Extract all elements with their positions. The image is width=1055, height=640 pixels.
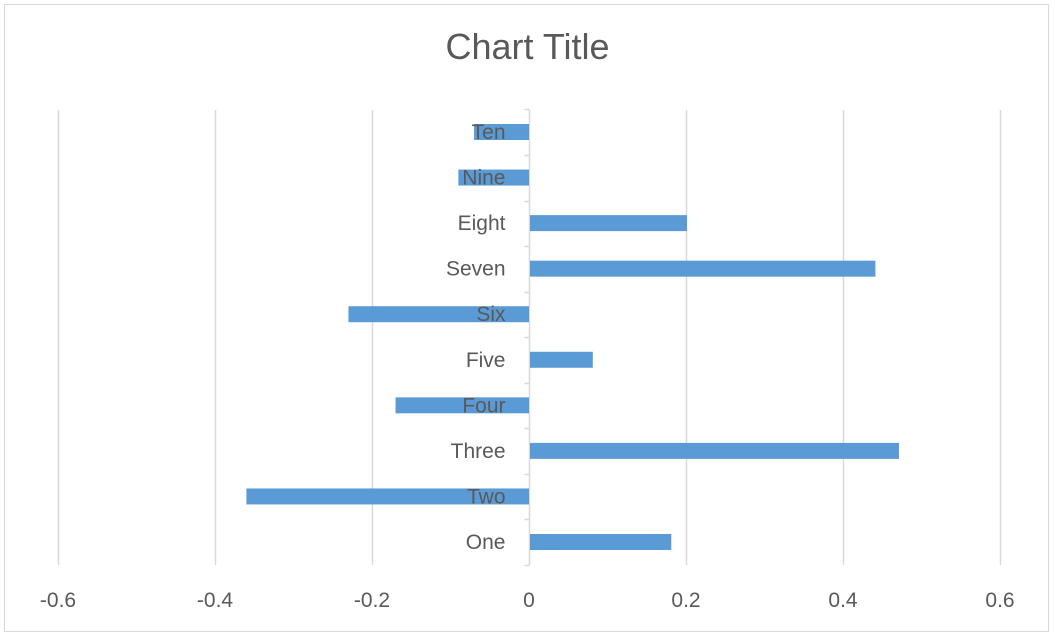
x-tick-label: 0.6 — [985, 589, 1014, 612]
x-tick-label: -0.6 — [40, 589, 76, 612]
bar-eight[interactable] — [530, 215, 687, 232]
category-label-five: Five — [466, 349, 506, 372]
x-tick-label: 0.4 — [828, 589, 858, 612]
category-label-one: One — [466, 531, 506, 554]
x-tick-label: -0.4 — [197, 589, 234, 612]
bar-six[interactable] — [348, 306, 529, 323]
x-tick-label: -0.2 — [354, 589, 390, 612]
x-tick-label: 0.2 — [671, 589, 700, 612]
category-label-two: Two — [467, 485, 506, 508]
category-label-six: Six — [476, 303, 506, 326]
bar-two[interactable] — [246, 488, 529, 505]
bar-seven[interactable] — [530, 260, 876, 277]
bar-three[interactable] — [530, 442, 899, 459]
chart-title[interactable]: Chart Title — [445, 26, 610, 67]
category-label-three: Three — [451, 440, 506, 463]
category-label-eight: Eight — [458, 212, 506, 235]
category-label-nine: Nine — [462, 167, 505, 190]
bar-four[interactable] — [395, 397, 529, 414]
x-tick-label: 0 — [523, 589, 535, 612]
category-label-seven: Seven — [446, 258, 506, 281]
category-label-ten: Ten — [472, 121, 506, 144]
category-label-four: Four — [462, 394, 505, 417]
bar-five[interactable] — [530, 351, 593, 368]
bar-one[interactable] — [530, 534, 672, 550]
bar-ten[interactable] — [474, 124, 529, 140]
bar-nine[interactable] — [458, 169, 529, 186]
